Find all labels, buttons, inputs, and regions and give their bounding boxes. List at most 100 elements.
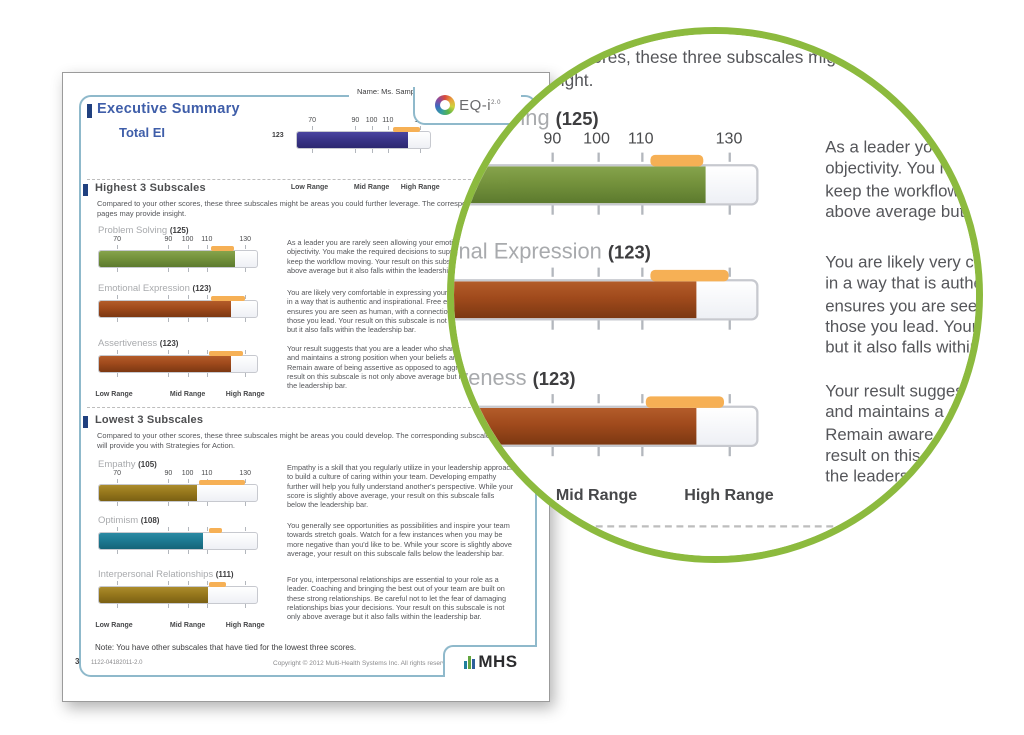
range-label-mid: Mid Range — [979, 27, 983, 28]
range-label-high: High Range — [225, 622, 265, 629]
section-divider — [87, 407, 511, 408]
subscale-description: As a leader you are rarely seen allowing… — [825, 136, 982, 222]
mhs-logo-text: MHS — [478, 652, 518, 671]
bar-fill — [99, 587, 209, 603]
subscale-description: For you, interpersonal relationships are… — [287, 575, 507, 622]
leadership-bar — [208, 351, 244, 356]
subscale-label: Assertiveness — [98, 338, 158, 349]
subscale-score: (125) — [555, 108, 599, 130]
subscale-description: Your result suggests that you are a lead… — [287, 344, 514, 391]
section-intro: Compared to your other scores, these thr… — [97, 199, 517, 218]
section-intro: Compared to your other scores, these thr… — [97, 431, 513, 450]
subscale-empathy: Empathy (105) 70 90 100 110 130 — [98, 459, 258, 507]
subscale-assertiveness: Assertiveness (123) Low Range Mid Range … — [451, 367, 774, 510]
subscale-label: Emotional Expression — [98, 283, 190, 294]
section-divider — [87, 179, 511, 180]
bar-track — [98, 250, 258, 268]
section-marker — [83, 416, 88, 428]
bar-fill — [99, 251, 235, 267]
bar-fill — [297, 132, 409, 148]
section-intro: Compared to your other scores, these thr… — [449, 46, 978, 90]
range-label-high: High Range — [400, 184, 440, 191]
subscale-label: Problem Solving — [453, 106, 550, 132]
subscale-description: You are likely very comfortable in expre… — [825, 251, 983, 358]
mhs-logo: MHS — [443, 645, 537, 677]
subscale-score: (125) — [169, 226, 189, 235]
subscale-label: Problem Solving — [98, 225, 168, 236]
subscale-score: (105) — [138, 460, 157, 469]
subscale-description: Your result suggests that you are a lead… — [825, 380, 982, 487]
bar-track — [454, 405, 759, 447]
bar-fill — [454, 407, 697, 445]
leadership-bar — [210, 296, 246, 301]
subscale-description: You generally see opportunities as possi… — [287, 521, 512, 558]
leadership-bar — [392, 127, 421, 132]
bar-fill — [99, 301, 232, 317]
page-number: 3 — [75, 657, 80, 666]
bar-track — [454, 279, 759, 321]
range-label-low: Low Range — [95, 622, 133, 629]
subscale-score: (108) — [140, 516, 160, 525]
subscale-label: Emotional Expression — [447, 240, 602, 266]
subscale-bar — [98, 479, 258, 507]
subscale-score: (123) — [159, 339, 179, 348]
subscale-emotional-expression: Emotional Expression (123) — [98, 283, 258, 323]
subscale-label: Optimism — [98, 515, 139, 526]
range-label-low: Low Range — [834, 27, 920, 28]
subscale-description: You are likely very comfortable in expre… — [287, 288, 513, 335]
subscale-label: Interpersonal Relationships — [98, 569, 214, 580]
leadership-bar — [649, 154, 703, 167]
range-label-low: Low Range — [451, 488, 471, 505]
doc-code: 1122-04182011-2.0 — [91, 660, 143, 666]
subscale-bar — [98, 295, 258, 323]
bar-fill — [454, 281, 697, 319]
bar-track — [454, 164, 759, 206]
subscale-score: (111) — [215, 570, 234, 579]
subscale-score: (123) — [192, 284, 212, 293]
subscale-score: (123) — [607, 242, 651, 263]
subscale-bar — [98, 245, 258, 273]
subscale-bar — [98, 581, 258, 609]
range-labels: Low Range Mid Range High Range — [95, 391, 264, 400]
leadership-bar — [649, 269, 729, 282]
range-label-mid: Mid Range — [353, 184, 390, 191]
title-marker — [87, 104, 92, 118]
leadership-bar — [645, 396, 725, 408]
total-ei-bar — [296, 126, 431, 154]
subscale-bar — [98, 350, 258, 378]
range-labels: Low Range Mid Range High Range — [451, 488, 774, 509]
eqi-logo-icon — [435, 95, 456, 115]
bar-track — [98, 355, 258, 373]
bar-track — [98, 300, 258, 318]
range-labels: Low Range Mid Range High Range — [846, 27, 983, 33]
subscale-bar — [454, 394, 759, 458]
bar-fill — [99, 485, 197, 501]
page-subtitle: Total EI — [119, 125, 165, 140]
total-ei-score: 123 — [272, 132, 284, 139]
range-label-low: Low Range — [290, 184, 329, 191]
bar-track — [296, 131, 431, 149]
range-label-high: High Range — [684, 488, 774, 505]
name-label: Name: Ms. Sample — [349, 86, 429, 98]
range-label-high: High Range — [225, 391, 265, 398]
section-heading-lowest: Lowest 3 Subscales — [450, 541, 633, 563]
bar-track — [98, 532, 258, 550]
subscale-optimism: Optimism (108) — [98, 515, 258, 555]
range-label-mid: Mid Range — [169, 622, 206, 629]
mhs-logo-icon — [464, 655, 476, 669]
range-labels: Low Range Mid Range High Range — [95, 622, 264, 631]
bar-track — [98, 484, 258, 502]
footer-note: Note: You have other subscales that have… — [95, 643, 357, 652]
leadership-bar — [199, 480, 246, 485]
range-label-mid: Mid Range — [169, 391, 206, 398]
subscale-assertiveness: Assertiveness (123) Low Range Mid Range … — [95, 338, 264, 400]
subscale-bar — [454, 152, 759, 217]
section-divider — [454, 525, 976, 528]
magnifier-circle: Name: Ms. Sample EQ-i2.0 Executive Summa… — [447, 27, 983, 563]
leadership-bar — [208, 528, 223, 533]
